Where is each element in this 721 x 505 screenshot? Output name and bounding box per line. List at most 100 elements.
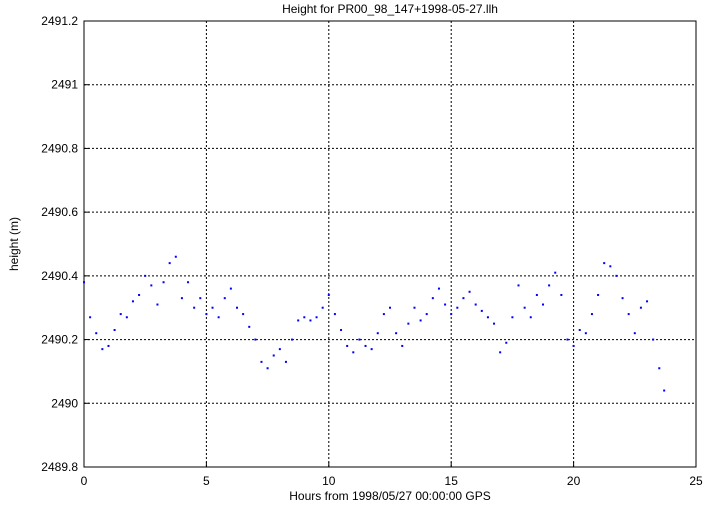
chart-title: Height for PR00_98_147+1998-05-27.llh bbox=[282, 2, 498, 16]
data-point bbox=[609, 265, 612, 268]
data-point bbox=[101, 348, 104, 351]
data-point bbox=[174, 255, 177, 258]
data-points bbox=[83, 255, 666, 392]
x-axis-label: Hours from 1998/05/27 00:00:00 GPS bbox=[289, 489, 490, 503]
grid-lines bbox=[84, 21, 696, 467]
data-point bbox=[119, 313, 122, 316]
data-point bbox=[229, 287, 232, 290]
data-point bbox=[180, 297, 183, 300]
x-tick-label: 15 bbox=[445, 474, 459, 488]
data-point bbox=[217, 316, 220, 319]
x-tick-label: 20 bbox=[567, 474, 581, 488]
y-tick-labels: 2489.8 2490 2490.2 2490.4 2490.6 2490.8 2491 24… bbox=[41, 14, 78, 474]
data-point bbox=[456, 306, 459, 309]
data-point bbox=[248, 325, 251, 328]
data-point bbox=[278, 348, 281, 351]
data-point bbox=[511, 316, 514, 319]
data-point bbox=[168, 262, 171, 265]
data-point bbox=[113, 329, 116, 332]
data-point bbox=[658, 367, 661, 370]
data-point bbox=[333, 313, 336, 316]
data-point bbox=[639, 306, 642, 309]
data-point bbox=[505, 341, 508, 344]
tick-marks bbox=[83, 20, 697, 468]
data-point bbox=[382, 313, 385, 316]
data-point bbox=[291, 338, 294, 341]
data-point bbox=[223, 297, 226, 300]
data-point bbox=[548, 284, 551, 287]
y-tick-label: 2489.8 bbox=[41, 460, 78, 474]
data-point bbox=[162, 281, 165, 284]
data-point bbox=[603, 262, 606, 265]
data-point bbox=[621, 297, 624, 300]
data-point bbox=[358, 338, 361, 341]
data-point bbox=[315, 316, 318, 319]
data-point bbox=[493, 322, 496, 325]
y-tick-label: 2491 bbox=[51, 78, 78, 92]
x-tick-label: 25 bbox=[689, 474, 703, 488]
data-point bbox=[419, 319, 422, 322]
data-point bbox=[389, 306, 391, 309]
data-point bbox=[376, 332, 379, 335]
data-point bbox=[560, 293, 563, 296]
data-point bbox=[303, 316, 306, 319]
data-point bbox=[199, 297, 202, 300]
data-point bbox=[425, 313, 428, 316]
data-point bbox=[633, 332, 636, 335]
data-point bbox=[597, 293, 600, 296]
data-point bbox=[193, 306, 196, 309]
data-point bbox=[486, 316, 489, 319]
y-tick-label: 2491.2 bbox=[41, 14, 78, 28]
data-point bbox=[236, 306, 238, 309]
data-point bbox=[284, 360, 287, 363]
data-point bbox=[364, 344, 367, 347]
data-point bbox=[517, 284, 520, 287]
data-point bbox=[150, 284, 153, 287]
data-point bbox=[242, 313, 245, 316]
data-point bbox=[370, 348, 373, 351]
y-tick-label: 2490.2 bbox=[41, 333, 78, 347]
data-point bbox=[260, 360, 263, 363]
data-point bbox=[340, 329, 343, 332]
data-point bbox=[205, 313, 208, 316]
data-point bbox=[401, 344, 404, 347]
data-point bbox=[474, 303, 477, 306]
data-point bbox=[615, 274, 618, 277]
data-point bbox=[272, 354, 275, 357]
x-tick-label: 10 bbox=[322, 474, 336, 488]
data-point bbox=[437, 287, 440, 290]
y-axis-label: height (m) bbox=[7, 217, 21, 271]
data-point bbox=[535, 293, 538, 296]
data-point bbox=[542, 303, 544, 306]
data-point bbox=[627, 313, 630, 316]
data-point bbox=[352, 351, 355, 354]
data-point bbox=[407, 322, 410, 325]
y-tick-label: 2490 bbox=[51, 396, 78, 410]
data-point bbox=[131, 300, 134, 303]
data-point bbox=[646, 300, 649, 303]
data-point bbox=[590, 313, 593, 316]
data-point bbox=[89, 316, 92, 319]
y-tick-label: 2490.8 bbox=[41, 141, 78, 155]
data-point bbox=[554, 271, 557, 274]
data-point bbox=[83, 281, 85, 284]
x-tick-labels: 0 5 10 15 20 25 bbox=[81, 474, 703, 488]
data-point bbox=[572, 344, 575, 347]
data-point bbox=[297, 319, 300, 322]
data-point bbox=[413, 306, 416, 309]
data-point bbox=[499, 351, 502, 354]
data-point bbox=[529, 316, 532, 319]
y-tick-label: 2490.4 bbox=[41, 269, 78, 283]
data-point bbox=[652, 338, 655, 341]
data-point bbox=[578, 329, 581, 332]
data-point bbox=[584, 332, 587, 335]
x-tick-label: 5 bbox=[203, 474, 210, 488]
data-point bbox=[444, 303, 447, 306]
x-tick-label: 0 bbox=[81, 474, 88, 488]
data-point bbox=[125, 316, 128, 319]
data-point bbox=[138, 293, 141, 296]
data-point bbox=[468, 290, 471, 293]
data-point bbox=[566, 338, 569, 341]
data-point bbox=[211, 306, 214, 309]
